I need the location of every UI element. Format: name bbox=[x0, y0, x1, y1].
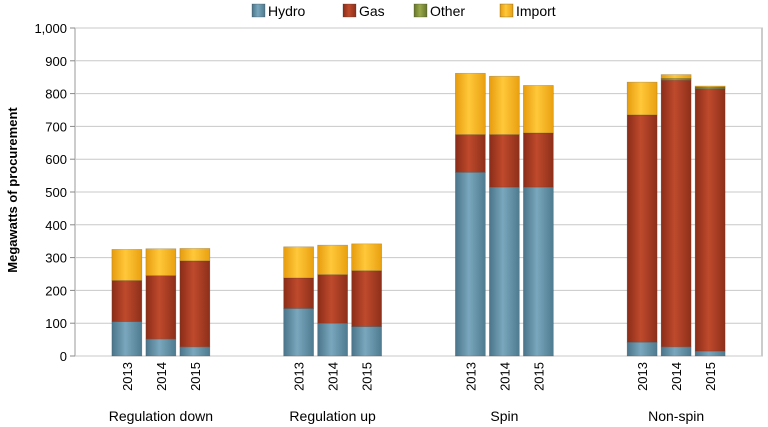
year-label: 2014 bbox=[154, 362, 169, 391]
legend: Hydro Gas Other Import bbox=[251, 3, 556, 19]
legend-swatch-other bbox=[413, 3, 428, 18]
year-label: 2013 bbox=[635, 362, 650, 391]
bar-segment-import bbox=[111, 249, 143, 281]
bar-segment-import bbox=[489, 75, 520, 135]
bar-segment-gas bbox=[660, 79, 692, 348]
bar-segment-gas bbox=[351, 270, 382, 327]
year-label: 2015 bbox=[531, 362, 546, 391]
bar-segment-hydro bbox=[179, 346, 211, 357]
legend-swatch-hydro bbox=[251, 3, 266, 18]
group-label: Spin bbox=[490, 408, 518, 424]
y-tick-label: 500 bbox=[45, 185, 67, 200]
bar-segment-import bbox=[145, 248, 177, 276]
bar-segment-import bbox=[455, 72, 486, 135]
group-label: Regulation up bbox=[289, 408, 376, 424]
y-tick-label: 1,000 bbox=[34, 21, 67, 36]
legend-swatch-gas bbox=[342, 3, 357, 18]
bar-segment-hydro bbox=[317, 322, 348, 357]
bar-segment-hydro bbox=[351, 326, 382, 357]
bar-segment-hydro bbox=[660, 346, 692, 357]
y-tick-label: 100 bbox=[45, 316, 67, 331]
y-axis-label: Megawatts of procurement bbox=[5, 107, 20, 273]
bars bbox=[111, 72, 726, 357]
y-tick-label: 400 bbox=[45, 218, 67, 233]
bar-segment-hydro bbox=[283, 308, 314, 357]
bar-segment-import bbox=[351, 243, 382, 272]
bar-segment-import bbox=[283, 246, 314, 279]
bar-segment-gas bbox=[626, 114, 658, 343]
x-axis-labels: 2013 2014 2015 Regulation down 2013 2014 2015 R… bbox=[109, 362, 718, 424]
y-tick-label: 800 bbox=[45, 87, 67, 102]
bar-segment-gas bbox=[317, 274, 348, 324]
bar-segment-import bbox=[317, 244, 348, 275]
bar-segment-gas bbox=[523, 132, 554, 188]
bar-segment-import bbox=[694, 85, 726, 88]
bar-segment-gas bbox=[283, 277, 314, 309]
bar-segment-import bbox=[626, 81, 658, 116]
y-axis-ticks: 0 100 200 300 400 500 600 700 800 900 1,000 bbox=[34, 21, 75, 364]
legend-label-hydro: Hydro bbox=[268, 3, 306, 19]
bar-segment-hydro bbox=[626, 341, 658, 357]
group-label: Regulation down bbox=[109, 408, 213, 424]
bar-segment-hydro bbox=[489, 186, 520, 357]
legend-label-gas: Gas bbox=[359, 3, 385, 19]
year-label: 2015 bbox=[188, 362, 203, 391]
y-tick-label: 700 bbox=[45, 119, 67, 134]
bar-segment-hydro bbox=[145, 338, 177, 357]
bar-segment-hydro bbox=[111, 321, 143, 357]
bar-segment-hydro bbox=[455, 172, 486, 357]
y-tick-label: 900 bbox=[45, 54, 67, 69]
legend-label-import: Import bbox=[516, 3, 556, 19]
year-label: 2014 bbox=[669, 362, 684, 391]
year-label: 2015 bbox=[703, 362, 718, 391]
y-tick-label: 300 bbox=[45, 251, 67, 266]
bar-segment-gas bbox=[694, 88, 726, 352]
y-tick-label: 200 bbox=[45, 283, 67, 298]
bar-segment-gas bbox=[111, 280, 143, 322]
bar-segment-import bbox=[660, 74, 692, 79]
bar-segment-import bbox=[179, 248, 211, 262]
bar-segment-hydro bbox=[523, 186, 554, 357]
legend-label-other: Other bbox=[430, 3, 465, 19]
year-label: 2014 bbox=[497, 362, 512, 391]
y-tick-label: 0 bbox=[60, 349, 67, 364]
bar-segment-gas bbox=[179, 260, 211, 348]
year-label: 2013 bbox=[120, 362, 135, 391]
year-label: 2013 bbox=[292, 362, 307, 391]
bar-segment-gas bbox=[145, 275, 177, 340]
year-label: 2015 bbox=[360, 362, 375, 391]
legend-swatch-import bbox=[499, 3, 514, 18]
y-tick-label: 600 bbox=[45, 152, 67, 167]
year-label: 2013 bbox=[463, 362, 478, 391]
bar-segment-import bbox=[523, 85, 554, 134]
year-label: 2014 bbox=[326, 362, 341, 391]
bar-segment-hydro bbox=[694, 350, 726, 357]
group-label: Non-spin bbox=[648, 408, 704, 424]
bar-segment-gas bbox=[455, 134, 486, 173]
bar-segment-gas bbox=[489, 134, 520, 188]
bar-segment-other bbox=[660, 78, 692, 81]
